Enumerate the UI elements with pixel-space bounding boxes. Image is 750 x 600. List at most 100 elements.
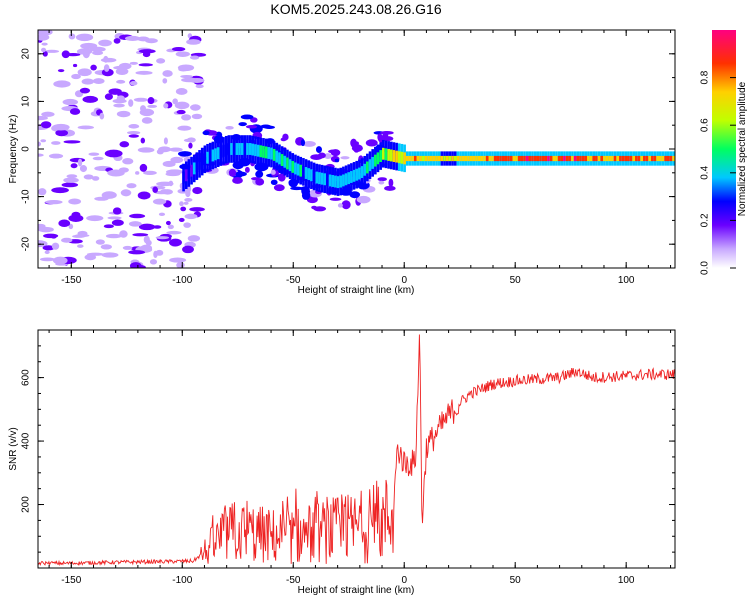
spectrogram-ridge-cell	[573, 155, 577, 162]
spectrogram-ridge-cell	[248, 143, 252, 155]
spectrogram-ridge-cell	[296, 163, 300, 176]
spectrogram-ridge-cell	[579, 155, 582, 162]
spectrogram-ridge-cell	[632, 155, 635, 162]
spectrogram-ridge-cell	[581, 155, 585, 162]
spectrogram-noise-cell	[133, 97, 148, 102]
spectrogram-noise-cell	[71, 73, 81, 80]
spectrogram-noise-cell	[76, 48, 93, 55]
spectrogram-ridge-cell	[216, 147, 220, 160]
spectrogram-noise-cell	[69, 157, 86, 163]
spectrogram-ridge-cell	[437, 155, 441, 162]
spectrogram-noise-cell	[140, 137, 146, 144]
spectrogram-ridge-cell	[262, 145, 265, 158]
spectrogram-ridge-cell	[382, 147, 385, 160]
spectrogram-ridge-cell	[525, 155, 529, 162]
snr-x-tick-label: 0	[401, 575, 407, 586]
spectrogram-ridge-cell	[464, 155, 468, 162]
spectrogram-ridge-cell	[376, 152, 380, 165]
spectrogram-noise-cell	[44, 49, 60, 53]
spectrogram-ridge-cell	[507, 155, 510, 162]
snr-y-tick-label: 200	[21, 496, 32, 513]
spectrogram-ridge-cell	[576, 155, 580, 162]
spectrogram-noise-cell	[115, 68, 129, 75]
spectrogram-noise-cell	[124, 35, 141, 41]
spectrogram-noise-cell	[40, 121, 52, 129]
spectrogram-noise-cell	[147, 97, 155, 105]
snr-x-tick-label: 50	[510, 575, 522, 586]
spectrogram-scatter-cell	[337, 203, 343, 208]
spectrogram-noise-cell	[139, 163, 148, 172]
spectrogram-noise-cell	[94, 196, 109, 201]
spectrogram-noise-cell	[63, 140, 81, 144]
spectrogram-scatter-cell	[228, 168, 237, 177]
spectrogram-ridge-cell	[334, 175, 337, 188]
spectrogram-ridge-cell	[565, 155, 569, 162]
spectrogram-ridge-cell	[547, 155, 550, 162]
spectrogram-ridge-cell	[613, 155, 617, 162]
spectrogram-noise-cell	[52, 123, 70, 131]
spectrogram-scatter-cell	[302, 140, 316, 147]
spectrogram-noise-cell	[132, 233, 149, 237]
spectrogram-ridge-cell	[643, 155, 646, 162]
spectrogram-ridge-cell	[424, 155, 428, 162]
spectrogram-ridge-cell	[493, 155, 497, 162]
spectrogram-scatter-cell	[350, 138, 357, 148]
spectrogram-ridge-cell	[405, 155, 409, 162]
spectrogram-noise-cell	[82, 95, 99, 103]
spectrogram-noise-cell	[68, 33, 76, 40]
spectrogram-noise-cell	[142, 51, 151, 58]
spectrogram-ridge-cell	[320, 172, 324, 185]
spectrogram-noise-cell	[137, 147, 155, 153]
spectrogram-ridge-cell	[461, 155, 465, 162]
spectrogram-noise-cell	[38, 33, 50, 41]
spectrogram-ridge-cell	[448, 155, 452, 162]
spectrogram-noise-cell	[51, 141, 61, 145]
spectrogram-noise-cell	[163, 137, 168, 145]
spectrogram-ridge-cell	[624, 155, 627, 162]
spectrogram-noise-cell	[122, 245, 133, 250]
spectrogram-noise-cell	[118, 167, 129, 173]
snr-x-tick-label: -50	[286, 575, 301, 586]
spectrogram-noise-cell	[135, 70, 153, 75]
spectrogram-ridge-cell	[421, 155, 425, 162]
spectrogram-ridge-cell	[331, 175, 335, 187]
spectrogram-noise-cell	[166, 230, 182, 235]
spectrogram-ridge-cell	[195, 160, 199, 173]
spectrogram-ridge-cell	[318, 172, 321, 185]
spectrogram-noise-cell	[103, 55, 109, 63]
spectrogram-noise-cell	[155, 249, 164, 256]
spectrogram-ridge-cell	[243, 143, 247, 155]
spectrogram-ridge-cell	[653, 155, 657, 162]
spectrogram-noise-cell	[147, 104, 158, 108]
spectrogram-ridge-cell	[637, 155, 641, 162]
spectrogram-ridge-cell	[419, 155, 422, 162]
spectrogram-ridge-cell	[238, 143, 241, 155]
spectrogram-noise-cell	[116, 79, 126, 84]
spectrogram-ridge-cell	[360, 166, 364, 178]
spectrogram-ridge-cell	[416, 155, 420, 162]
spectrogram-noise-cell	[137, 36, 150, 42]
spectrogram-noise-cell	[178, 217, 185, 223]
spectrogram-scatter-cell	[349, 191, 361, 199]
spectrogram-noise-cell	[38, 141, 42, 147]
spectrogram-noise-cell	[92, 50, 104, 56]
spectrogram-x-tick-label: 0	[401, 275, 407, 286]
spectrogram-ridge-cell	[584, 155, 588, 162]
spectrogram-noise-cell	[162, 70, 173, 77]
spectrogram-scatter-cell	[340, 156, 350, 160]
spectrogram-noise-cell	[156, 58, 166, 64]
spectrogram-scatter-cell	[384, 185, 396, 191]
spectrogram-noise-cell	[119, 141, 130, 148]
spectrogram-ridge-cell	[366, 161, 369, 174]
colorbar-tick-label: 0.2	[700, 213, 711, 227]
spectrogram-noise-cell	[116, 110, 131, 118]
spectrogram-x-tick-label: 50	[510, 275, 522, 286]
spectrogram-noise-cell	[155, 236, 170, 240]
spectrogram-scatter-cell	[365, 139, 378, 147]
spectrogram-ridge-cell	[182, 171, 185, 184]
spectrogram-ridge-cell	[302, 165, 305, 178]
spectrogram-ridge-cell	[528, 155, 532, 162]
spectrogram-ridge-cell	[541, 155, 545, 162]
